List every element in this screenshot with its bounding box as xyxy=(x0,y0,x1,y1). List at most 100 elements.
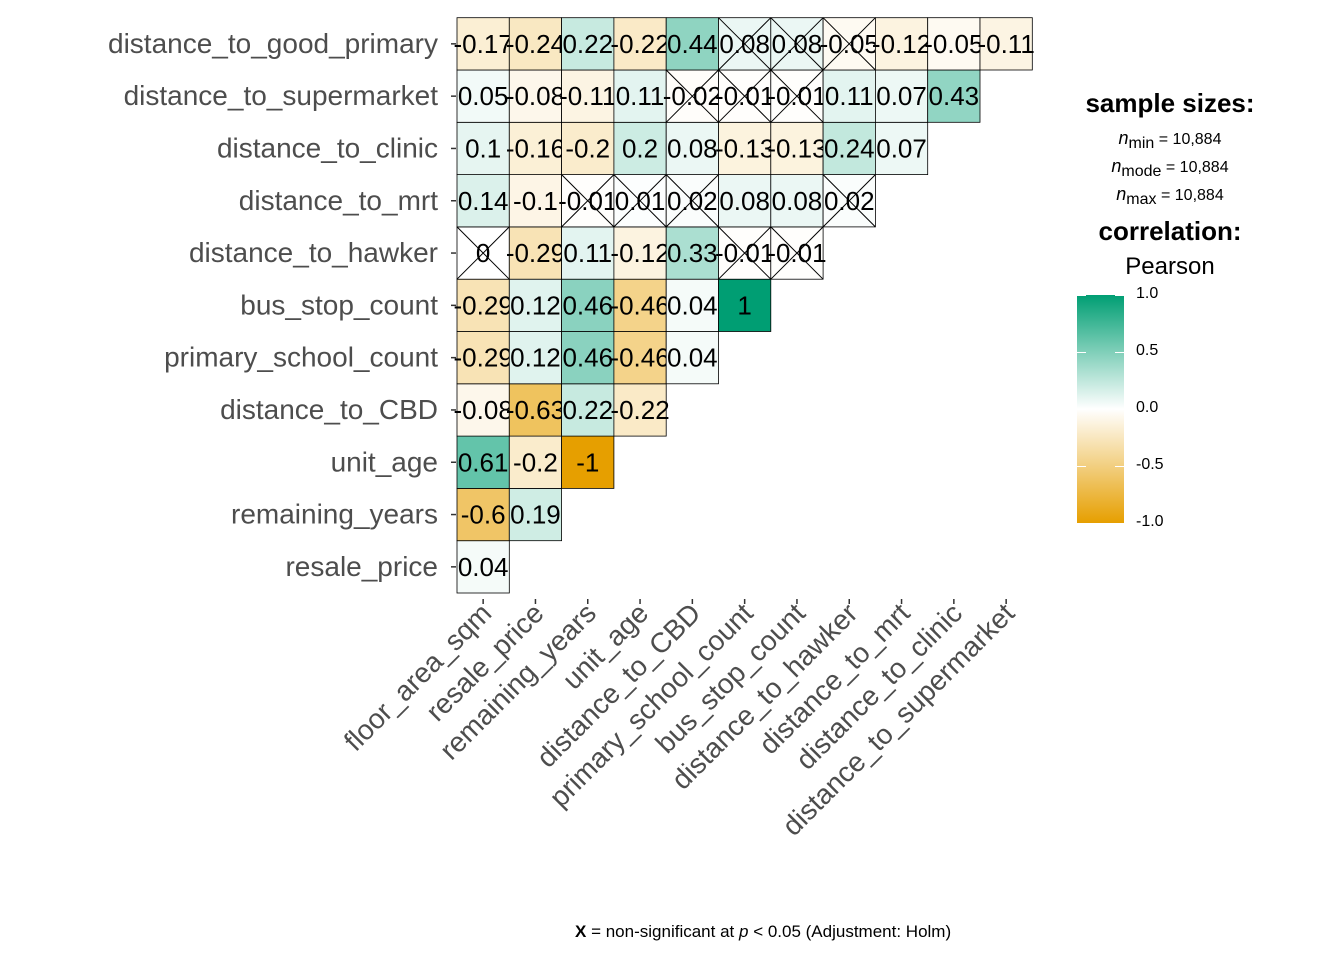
cell-value: -0.2 xyxy=(513,447,558,477)
cell-rect xyxy=(508,435,562,489)
correlation-method: Pearson xyxy=(1125,253,1215,280)
y-tick-label: distance_to_clinic xyxy=(217,132,438,163)
heatmap-cell: 0.12 xyxy=(508,331,562,385)
cell-value: -1 xyxy=(576,447,599,477)
cell-rect xyxy=(718,278,772,332)
cell-value: 0.2 xyxy=(622,133,658,163)
y-tick-label: bus_stop_count xyxy=(240,289,438,320)
cell-value: 0.11 xyxy=(563,238,612,268)
cell-rect xyxy=(561,69,615,123)
cell-value: 0.24 xyxy=(824,133,875,163)
footnote-x-symbol: X xyxy=(575,922,587,941)
cell-value: 0.01 xyxy=(615,186,666,216)
nonsig-cross xyxy=(456,226,510,280)
n-max-label: max xyxy=(1126,191,1157,208)
cell-rect xyxy=(508,487,562,542)
heatmap-cell: 0.07 xyxy=(875,121,929,176)
heatmap-cell: 0.43 xyxy=(927,69,981,123)
cell-rect xyxy=(613,383,667,437)
colorbar-tick-mark xyxy=(1115,409,1124,410)
heatmap-cell: -0.1 xyxy=(508,174,562,228)
cell-value: 0.08 xyxy=(667,133,718,163)
heatmap-cells: 0.04-0.6 0.190.61 -0.2 -1-0.08-0.630.22-0.2… xyxy=(454,17,1035,594)
heatmap-cell: 0.11 xyxy=(613,69,667,123)
cell-value: 0.22 xyxy=(562,395,613,425)
heatmap-cell: -0.01 xyxy=(715,69,774,123)
cell-value: -0.01 xyxy=(767,238,826,268)
cell-value: 0.08 xyxy=(772,29,823,59)
cell-rect xyxy=(927,17,981,71)
nonsig-cross xyxy=(665,69,719,123)
y-axis-labels: resale_price remaining_years unit_age dista… xyxy=(108,28,456,582)
cell-rect xyxy=(508,383,562,437)
y-tick-label: distance_to_hawker xyxy=(189,237,438,268)
footnote-text-2: < 0.05 (Adjustment: Holm) xyxy=(753,922,952,941)
cell-value: -0.11 xyxy=(559,81,616,111)
cell-value: -0.02 xyxy=(663,81,722,111)
cell-value: 0.12 xyxy=(510,290,561,320)
heatmap-cell: 0.22 xyxy=(561,17,615,71)
cell-value: 0.08 xyxy=(772,186,823,216)
heatmap-cell: 0.14 xyxy=(456,174,510,228)
cell-value: -0.2 xyxy=(565,133,610,163)
cell-value: 0.44 xyxy=(667,29,718,59)
colorbar-tick-mark xyxy=(1077,295,1086,296)
cell-rect xyxy=(456,540,510,594)
cell-value: 0.04 xyxy=(667,290,718,320)
cell-value: 0.43 xyxy=(929,81,980,111)
cell-value: -0.01 xyxy=(767,81,826,111)
cell-rect xyxy=(456,331,510,385)
colorbar-tick-mark xyxy=(1077,466,1086,467)
cell-value: 0.22 xyxy=(562,29,613,59)
cell-rect xyxy=(508,174,562,228)
nonsig-cross xyxy=(718,69,772,123)
n-min-value: = 10,884 xyxy=(1158,131,1222,148)
heatmap-cell: 0 xyxy=(456,226,510,280)
heatmap-cell: -0.46 xyxy=(610,331,670,385)
cell-value: -0.22 xyxy=(610,29,669,59)
cell-value: 0.02 xyxy=(824,186,875,216)
cell-rect xyxy=(718,121,772,176)
y-tick-label: distance_to_good_primary xyxy=(108,28,438,59)
heatmap-cell: 0.24 xyxy=(822,121,876,176)
heatmap-cell: -0.2 xyxy=(508,435,562,489)
y-tick-label: resale_price xyxy=(285,551,438,582)
heatmap-cell: 0.08 xyxy=(770,174,824,228)
cell-rect xyxy=(613,331,667,385)
heatmap-cell: 0.33 xyxy=(665,226,719,280)
cell-value: -0.05 xyxy=(820,29,879,59)
colorbar-tick-mark xyxy=(1115,295,1124,296)
y-tick-label: distance_to_mrt xyxy=(239,185,438,216)
colorbar-tick-label: -0.5 xyxy=(1136,456,1164,473)
heatmap-cell: -1 xyxy=(561,435,615,489)
cell-value: 0.14 xyxy=(458,186,509,216)
colorbar-tick-mark xyxy=(1077,409,1086,410)
nonsig-cross xyxy=(822,174,876,228)
cell-value: -0.01 xyxy=(715,238,774,268)
correlation-title: correlation: xyxy=(1098,216,1242,246)
cell-rect xyxy=(561,331,615,385)
cell-value: 0.08 xyxy=(719,186,770,216)
heatmap-cell: -0.13 xyxy=(767,121,827,176)
heatmap-cell: 0.07 xyxy=(875,69,929,123)
heatmap-cell: 0.01 xyxy=(613,174,667,228)
y-tick-label: remaining_years xyxy=(231,499,438,530)
cell-rect xyxy=(561,435,615,489)
cell-rect xyxy=(561,383,615,437)
heatmap-cell: -0.08 xyxy=(506,69,565,123)
cell-value: -0.29 xyxy=(454,343,513,373)
cell-rect xyxy=(508,17,562,71)
y-tick-label: distance_to_supermarket xyxy=(124,80,439,111)
heatmap-cell: -0.13 xyxy=(715,121,774,176)
footnote: X = non-significant at p < 0.05 (Adjustm… xyxy=(575,922,951,942)
y-tick-label: unit_age xyxy=(331,446,438,477)
cell-value: -0.29 xyxy=(454,290,513,320)
heatmap-cell: -0.17 xyxy=(454,17,513,71)
heatmap-cell: -0.22 xyxy=(610,17,670,71)
heatmap-cell: 0.46 xyxy=(561,331,615,385)
cell-rect xyxy=(561,17,615,71)
nonsig-cross xyxy=(770,69,824,123)
colorbar-tick-label: -1.0 xyxy=(1136,513,1164,530)
cell-value: 0.46 xyxy=(562,343,613,373)
